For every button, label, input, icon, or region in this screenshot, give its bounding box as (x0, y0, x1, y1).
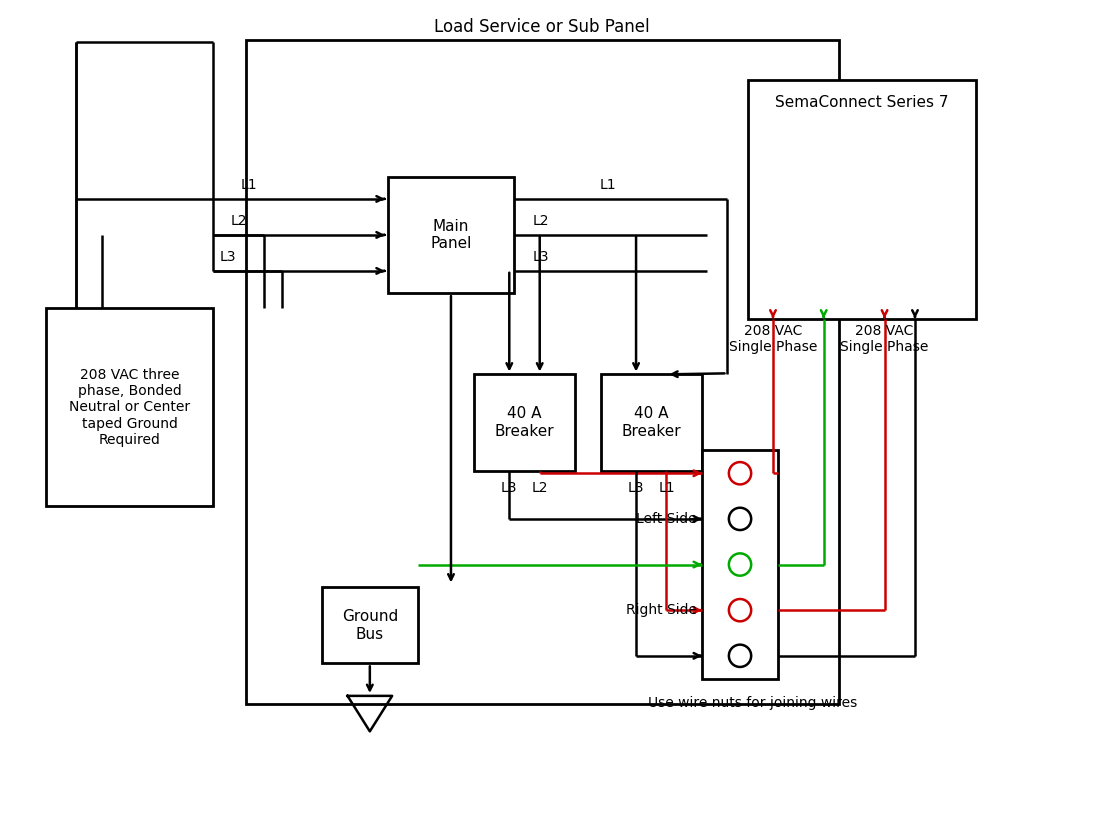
Text: SemaConnect Series 7: SemaConnect Series 7 (775, 95, 949, 110)
Text: 40 A
Breaker: 40 A Breaker (495, 407, 554, 438)
Text: L1: L1 (600, 178, 616, 192)
Circle shape (729, 554, 752, 575)
Bar (245, 39, 839, 704)
Text: Right Side: Right Side (626, 603, 697, 617)
Text: L1: L1 (659, 480, 675, 495)
Bar (748, 81, 976, 318)
Bar (388, 176, 514, 293)
Text: L2: L2 (231, 214, 246, 228)
Bar (702, 450, 778, 679)
Circle shape (729, 644, 752, 667)
Text: L3: L3 (501, 480, 517, 495)
Bar (46, 308, 213, 507)
Text: 208 VAC
Single Phase: 208 VAC Single Phase (729, 323, 818, 354)
Bar (600, 375, 702, 470)
Text: Main
Panel: Main Panel (430, 218, 472, 251)
Circle shape (729, 507, 752, 530)
Text: Left Side: Left Side (636, 512, 697, 526)
Circle shape (729, 462, 752, 485)
Bar (474, 375, 576, 470)
Text: L2: L2 (533, 214, 549, 228)
Text: 208 VAC
Single Phase: 208 VAC Single Phase (840, 323, 928, 354)
Text: Use wire nuts for joining wires: Use wire nuts for joining wires (648, 696, 857, 710)
Text: 40 A
Breaker: 40 A Breaker (622, 407, 681, 438)
Text: L3: L3 (221, 249, 236, 264)
Circle shape (729, 599, 752, 622)
Text: Load Service or Sub Panel: Load Service or Sub Panel (435, 18, 650, 36)
Text: L3: L3 (533, 249, 549, 264)
Text: 208 VAC three
phase, Bonded
Neutral or Center
taped Ground
Required: 208 VAC three phase, Bonded Neutral or C… (69, 368, 190, 447)
Text: Ground
Bus: Ground Bus (342, 609, 398, 642)
Text: L3: L3 (628, 480, 644, 495)
Bar (321, 587, 418, 664)
Text: L2: L2 (532, 480, 548, 495)
Text: L1: L1 (241, 178, 256, 192)
